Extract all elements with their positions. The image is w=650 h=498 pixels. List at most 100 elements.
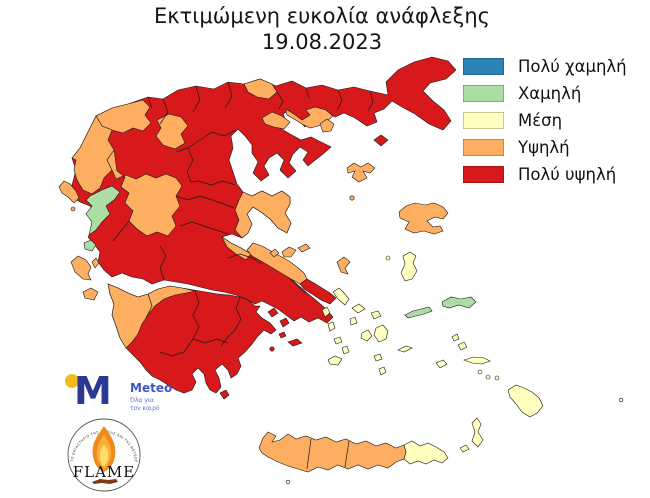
island-kythira	[219, 389, 230, 400]
meteo-logo-dot	[65, 374, 79, 388]
island-skiathos	[269, 248, 280, 258]
meteo-logo: M Meteo Όλα για τον καιρό	[62, 372, 174, 418]
island-serifos	[333, 336, 343, 345]
island-gavdos	[285, 479, 291, 485]
border-line	[192, 338, 229, 344]
legend-label: Πολύ υψηλή	[518, 165, 617, 184]
border-line	[276, 91, 284, 110]
legend-item-very-high: Πολύ υψηλή	[463, 165, 627, 184]
island-spetses	[269, 346, 275, 352]
island-paros	[360, 329, 373, 342]
region-crete-east-lasithi	[403, 440, 449, 465]
legend-swatch-very-high	[463, 166, 504, 183]
border-line	[159, 338, 194, 357]
island-samos	[441, 296, 477, 309]
flame-icon-inner	[99, 444, 109, 466]
island-nisyros	[477, 369, 483, 375]
island-lesvos	[398, 202, 449, 235]
region-serres-patch	[243, 78, 278, 100]
island-mykonos	[370, 310, 382, 320]
legend-item-very-low: Πολύ χαμηλή	[463, 57, 627, 76]
island-milos	[327, 355, 343, 366]
island-lefkada	[83, 239, 97, 252]
border-line	[159, 245, 167, 281]
border-line	[227, 253, 263, 265]
legend-label: Χαμηλή	[518, 84, 582, 103]
island-syros	[349, 316, 358, 326]
border-line	[192, 290, 200, 340]
border-line	[147, 96, 153, 109]
island-limnos	[346, 162, 376, 183]
legend-item-high: Υψηλή	[463, 138, 627, 157]
legend-label: Μέση	[518, 111, 563, 130]
island-chios	[400, 251, 418, 282]
region-nw-peloponnese	[107, 283, 196, 349]
risk-legend: Πολύ χαμηλή Χαμηλή Μέση Υψηλή Πολύ υψηλή	[463, 57, 627, 193]
island-evia-south	[299, 278, 337, 305]
legend-swatch-medium	[463, 112, 504, 129]
region-grevena	[155, 113, 189, 150]
border-line	[175, 129, 237, 153]
island-rhodes	[507, 384, 544, 418]
island-santorini	[378, 366, 387, 376]
border-line	[305, 87, 310, 99]
border-line	[145, 293, 153, 319]
legend-swatch-low	[463, 85, 504, 102]
legend-swatch-high	[463, 139, 504, 156]
border-line	[220, 329, 236, 347]
island-naxos	[373, 324, 389, 343]
region-west-thessaly	[106, 149, 183, 237]
island-skyros	[336, 256, 351, 275]
flame-logo-graphic: ΤΟ ΕΡΓΑΣΤΗΡΙΟ ΤΗΣ ΦΩΤΙΑΣ ΚΑΙ ΤΗΣ ΜΕΤΕΩΡΟ…	[60, 413, 141, 492]
border-line	[224, 81, 233, 109]
legend-swatch-very-low	[463, 58, 504, 75]
border-line	[175, 195, 235, 209]
island-kefalonia	[70, 255, 92, 281]
island-ios	[373, 353, 383, 362]
border-line	[112, 220, 130, 242]
island-aegina	[279, 317, 290, 328]
island-zakynthos	[82, 287, 99, 301]
island-kythnos	[327, 321, 336, 332]
island-tilos	[485, 374, 491, 380]
island-poros	[278, 331, 287, 339]
flame-logo: ΤΟ ΕΡΓΑΣΤΗΡΙΟ ΤΗΣ ΦΩΤΙΑΣ ΚΑΙ ΤΗΣ ΜΕΤΕΩΡΟ…	[60, 413, 146, 494]
border-line	[234, 296, 242, 331]
island-kos	[463, 356, 491, 365]
island-kea	[321, 306, 331, 318]
island-karpathos	[471, 417, 484, 448]
border-line	[367, 90, 374, 112]
meteo-slogan-line1: Όλα για	[130, 397, 154, 404]
island-paxoi	[70, 206, 76, 212]
region-preveza-arta	[85, 185, 121, 236]
flame-logs	[92, 479, 118, 484]
island-kastellorizo	[618, 397, 624, 403]
border-line	[336, 89, 343, 111]
island-kalymnos	[457, 341, 468, 351]
island-andros	[332, 287, 350, 306]
border-line	[190, 180, 236, 186]
island-patmos	[451, 333, 460, 342]
region-epirus	[71, 115, 115, 195]
title-line2-date: 19.08.2023	[261, 29, 383, 54]
region-chalkidiki-ne	[261, 111, 291, 130]
border-line	[192, 85, 201, 113]
island-psara	[385, 255, 391, 261]
border-line	[344, 440, 350, 468]
border-line	[186, 147, 194, 183]
legend-item-low: Χαμηλή	[463, 84, 627, 103]
meteo-logo-slogan: Όλα για τον καιρό	[130, 397, 160, 413]
island-amorgos	[397, 345, 413, 353]
prefecture-borders	[112, 81, 374, 470]
legend-label: Πολύ χαμηλή	[518, 57, 627, 76]
island-tinos	[351, 303, 366, 314]
border-line	[179, 221, 229, 235]
meteo-slogan-line2: τον καιρό	[130, 404, 160, 412]
island-astypalea	[435, 359, 448, 369]
island-corfu	[58, 180, 80, 204]
meteo-logo-m: M	[74, 369, 112, 413]
title-line1: Εκτιμώμενη ευκολία ανάφλεξης	[154, 4, 490, 28]
legend-item-medium: Μέση	[463, 111, 627, 130]
island-sifnos	[341, 345, 350, 355]
legend-label: Υψηλή	[518, 138, 570, 157]
